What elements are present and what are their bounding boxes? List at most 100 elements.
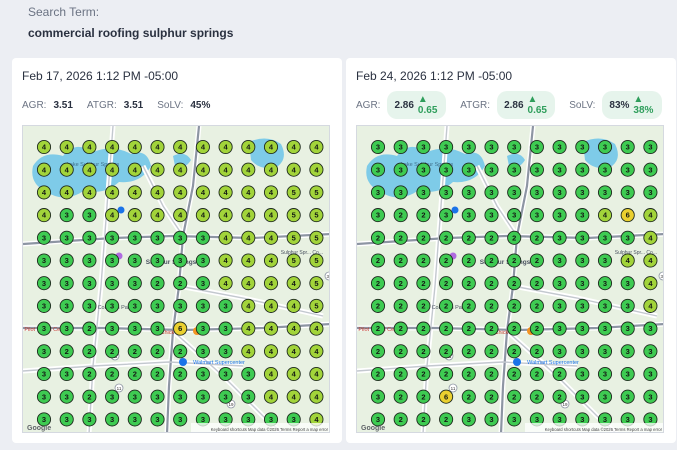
- rank-marker-value: 3: [421, 165, 425, 174]
- rank-marker-value: 3: [603, 256, 607, 265]
- rank-marker-value: 3: [224, 370, 228, 379]
- rank-marker-dot: [507, 208, 522, 223]
- rank-marker: 2: [439, 230, 454, 245]
- rank-marker-dot: [461, 208, 476, 223]
- rank-marker-dot: [127, 389, 142, 404]
- rank-marker: 2: [173, 344, 188, 359]
- rank-marker-value: 4: [648, 256, 653, 265]
- rank-marker-value: 6: [444, 392, 448, 401]
- rank-marker-dot: [643, 298, 658, 313]
- google-logo: Google: [361, 425, 385, 432]
- rank-marker: 2: [529, 366, 544, 382]
- rank-marker-dot: [393, 230, 408, 245]
- rank-marker-value: 5: [314, 302, 318, 311]
- atgr-delta: ▲ 0.65: [528, 94, 549, 116]
- rank-marker: 3: [620, 344, 635, 359]
- rank-marker-value: 2: [155, 347, 159, 356]
- rank-marker: 3: [105, 230, 120, 245]
- rank-marker-value: 2: [535, 392, 539, 401]
- rank-marker-value: 4: [65, 143, 70, 152]
- rank-marker-value: 2: [399, 347, 403, 356]
- rank-marker-value: 3: [626, 324, 630, 333]
- rank-marker: 3: [59, 208, 74, 223]
- shopping-pin-icon: [513, 358, 521, 366]
- rank-marker-dot: [416, 253, 431, 268]
- rank-marker-value: 3: [489, 188, 493, 197]
- rank-marker-dot: [620, 185, 635, 200]
- highway-shield-number: 19: [562, 402, 568, 407]
- rank-marker-value: 4: [269, 392, 274, 401]
- rank-marker-value: 2: [467, 302, 471, 311]
- rank-marker-dot: [552, 276, 567, 291]
- rank-marker-value: 3: [558, 188, 562, 197]
- rank-marker-value: 2: [467, 324, 471, 333]
- highway-shield-icon: [114, 383, 124, 393]
- rank-marker-dot: [59, 139, 74, 155]
- search-term-label: Search Term:: [28, 5, 100, 19]
- map-label-county: Sulphur Spr... Co...: [615, 250, 657, 256]
- rank-marker-value: 3: [603, 324, 607, 333]
- rank-marker-value: 2: [535, 324, 539, 333]
- rank-marker: 2: [484, 253, 499, 268]
- agr-value: 2.86: [394, 99, 414, 111]
- rank-marker-dot: [195, 230, 210, 245]
- rank-marker-value: 3: [292, 415, 296, 424]
- rank-marker: 3: [575, 230, 590, 245]
- rank-marker-value: 3: [558, 415, 562, 424]
- rank-marker-value: 3: [133, 233, 137, 242]
- rank-marker-value: 2: [421, 392, 425, 401]
- rank-marker-value: 4: [269, 211, 274, 220]
- rank-marker: 2: [393, 276, 408, 291]
- rank-marker-value: 2: [399, 256, 403, 265]
- rank-marker: 3: [150, 298, 165, 313]
- rank-marker: 3: [597, 276, 613, 291]
- rank-marker: 4: [241, 253, 256, 268]
- rank-marker-dot: [150, 412, 165, 427]
- rank-marker: 2: [393, 344, 408, 359]
- rank-marker: 3: [643, 344, 658, 359]
- rank-marker-value: 4: [292, 324, 297, 333]
- rank-marker-dot: [195, 162, 210, 177]
- rank-marker-dot: [173, 412, 188, 427]
- rank-marker-dot: [461, 366, 476, 382]
- rank-marker-value: 3: [626, 392, 630, 401]
- solv-label: SoLV:: [157, 99, 184, 111]
- rank-marker: 3: [286, 412, 301, 427]
- rank-marker-value: 4: [246, 188, 251, 197]
- rank-marker-value: 3: [376, 211, 380, 220]
- rank-marker: 4: [309, 162, 324, 177]
- rank-marker-dot: [150, 344, 165, 359]
- rank-marker-dot: [393, 208, 408, 223]
- rank-marker-value: 4: [65, 188, 70, 197]
- rank-marker: 3: [575, 276, 590, 291]
- rank-marker-value: 2: [489, 256, 493, 265]
- rank-marker-value: 3: [467, 211, 471, 220]
- rank-marker-value: 3: [603, 143, 607, 152]
- rank-marker-value: 2: [376, 233, 380, 242]
- rank-marker-value: 3: [648, 188, 652, 197]
- rank-marker: 3: [370, 185, 386, 200]
- rank-marker-dot: [263, 389, 279, 404]
- rank-marker: 3: [597, 162, 613, 177]
- rank-marker: 3: [507, 139, 522, 155]
- rank-marker-dot: [218, 344, 233, 359]
- rank-marker-dot: [173, 253, 188, 268]
- rank-marker-dot: [59, 366, 74, 382]
- rank-marker-value: 3: [65, 392, 69, 401]
- atgr-pill: 2.86 ▲ 0.65: [497, 91, 556, 119]
- rank-marker: 4: [643, 298, 658, 313]
- rank-marker: 4: [263, 344, 279, 359]
- rank-marker-dot: [127, 321, 142, 336]
- rank-marker-value: 3: [580, 188, 584, 197]
- rank-marker-value: 2: [399, 302, 403, 311]
- rank-marker: 4: [263, 321, 279, 336]
- rank-marker-value: 2: [535, 347, 539, 356]
- rank-marker-value: 6: [178, 324, 182, 333]
- rank-marker: 4: [150, 208, 165, 223]
- rank-marker-value: 2: [376, 302, 380, 311]
- rank-marker: 4: [241, 162, 256, 177]
